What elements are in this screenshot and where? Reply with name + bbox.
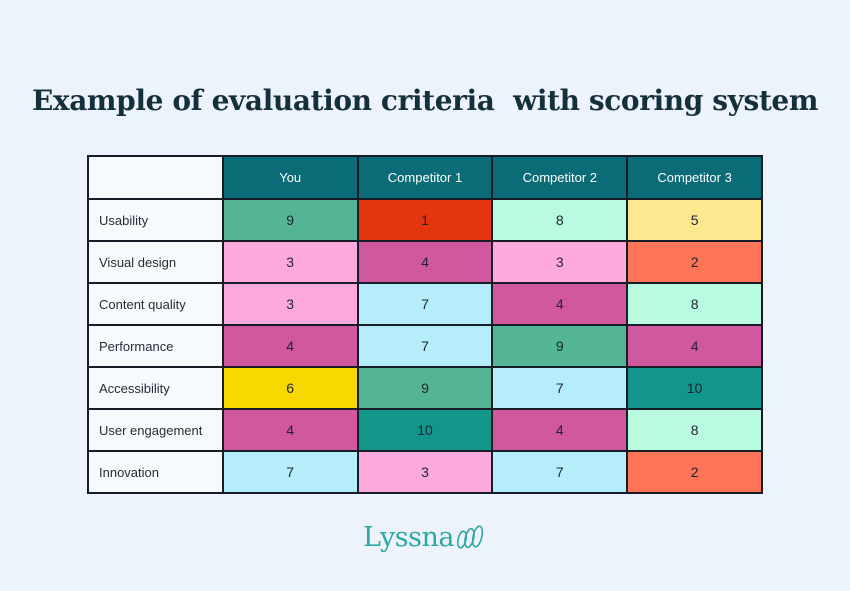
score-cell: 3 — [491, 240, 629, 284]
table-row: User engagement 4 10 4 8 — [87, 408, 763, 452]
row-label: Content quality — [87, 282, 224, 326]
score-cell: 8 — [626, 408, 763, 452]
corner-cell — [87, 155, 224, 200]
score-table-header: You Competitor 1 Competitor 2 Competitor 3 — [87, 155, 763, 200]
score-cell: 8 — [626, 282, 763, 326]
row-label: Visual design — [87, 240, 224, 284]
score-cell: 4 — [221, 324, 359, 368]
row-label: Innovation — [87, 450, 224, 494]
header-row: You Competitor 1 Competitor 2 Competitor 3 — [87, 155, 763, 200]
three-loops-icon — [456, 525, 484, 549]
score-cell: 7 — [356, 324, 494, 368]
row-label: Accessibility — [87, 366, 224, 410]
score-table: You Competitor 1 Competitor 2 Competitor 3 … — [87, 155, 763, 494]
score-cell: 7 — [491, 450, 629, 494]
lyssna-logo: Lyssna — [0, 522, 850, 553]
row-label: Performance — [87, 324, 224, 368]
score-cell: 5 — [626, 198, 763, 242]
score-cell: 2 — [626, 450, 763, 494]
score-cell: 8 — [491, 198, 629, 242]
score-table-body: Usability 9 1 8 5 Visual design 3 4 3 2 Content qu… — [87, 198, 763, 494]
score-cell: 3 — [356, 450, 494, 494]
score-cell: 6 — [221, 366, 359, 410]
score-cell: 10 — [626, 366, 763, 410]
page-title: Example of evaluation criteria with scor… — [31, 84, 819, 117]
score-cell: 3 — [221, 282, 359, 326]
score-cell: 9 — [356, 366, 494, 410]
column-header: Competitor 1 — [356, 155, 494, 200]
lyssna-logo-text: Lyssna — [363, 522, 454, 553]
score-cell: 7 — [221, 450, 359, 494]
row-label: Usability — [87, 198, 224, 242]
score-cell: 2 — [626, 240, 763, 284]
column-header: Competitor 3 — [626, 155, 763, 200]
score-cell: 9 — [221, 198, 359, 242]
score-cell: 7 — [356, 282, 494, 326]
score-cell: 4 — [491, 282, 629, 326]
column-header: Competitor 2 — [491, 155, 629, 200]
table-row: Visual design 3 4 3 2 — [87, 240, 763, 284]
score-cell: 10 — [356, 408, 494, 452]
score-cell: 4 — [356, 240, 494, 284]
score-cell: 1 — [356, 198, 494, 242]
table-row: Content quality 3 7 4 8 — [87, 282, 763, 326]
table-row: Accessibility 6 9 7 10 — [87, 366, 763, 410]
table-row: Innovation 7 3 7 2 — [87, 450, 763, 494]
score-cell: 7 — [491, 366, 629, 410]
score-cell: 4 — [221, 408, 359, 452]
table-row: Usability 9 1 8 5 — [87, 198, 763, 242]
score-cell: 3 — [221, 240, 359, 284]
score-cell: 4 — [626, 324, 763, 368]
column-header: You — [221, 155, 359, 200]
row-label: User engagement — [87, 408, 224, 452]
score-cell: 9 — [491, 324, 629, 368]
table-row: Performance 4 7 9 4 — [87, 324, 763, 368]
score-cell: 4 — [491, 408, 629, 452]
